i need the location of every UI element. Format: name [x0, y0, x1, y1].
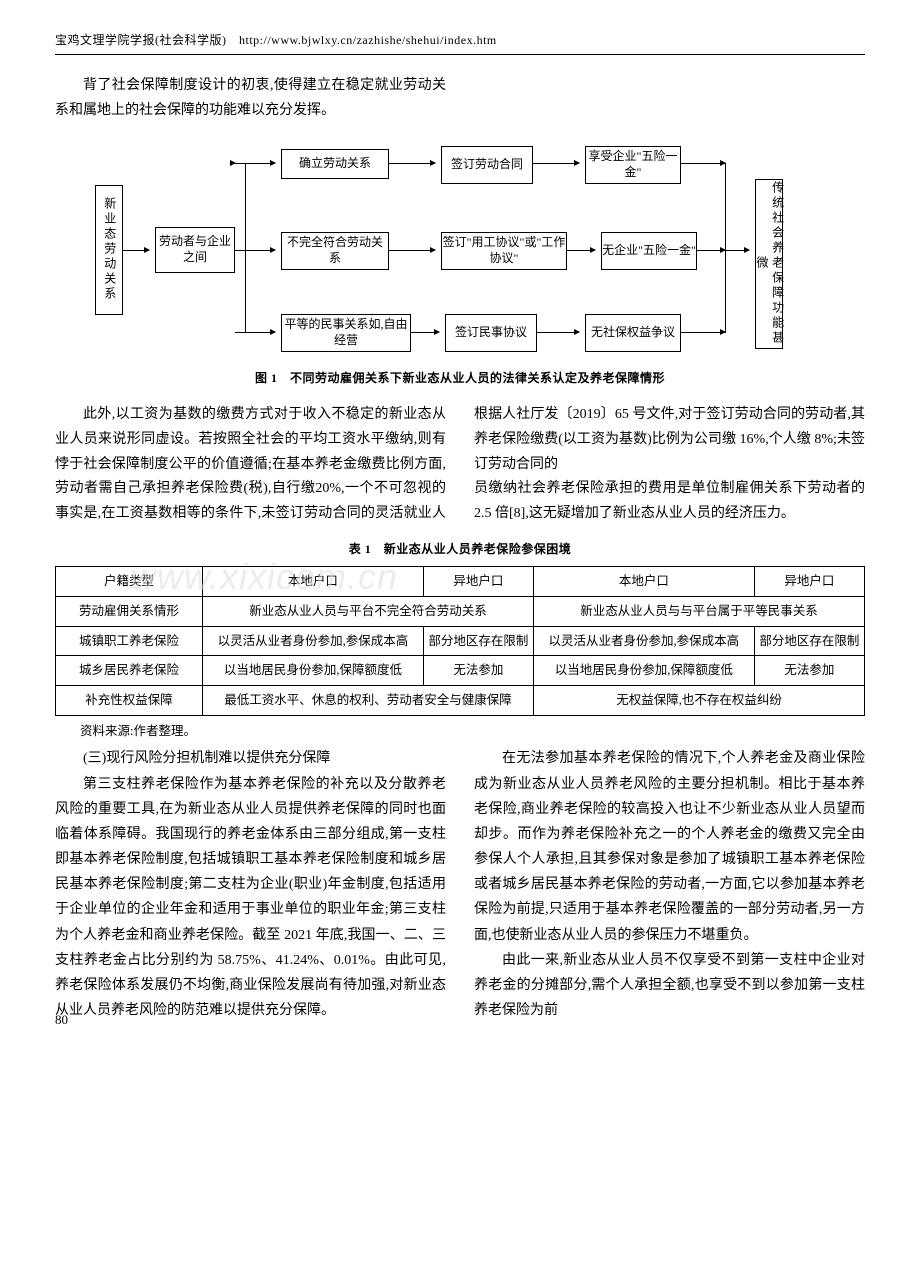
table-row: 户籍类型 本地户口 异地户口 本地户口 异地户口	[56, 567, 865, 597]
flow-row3-a: 平等的民事关系如,自由经营	[281, 314, 411, 352]
para3c: 由此一来,新业态从业人员不仅享受不到第一支柱中企业对养老金的分摊部分,需个人承担…	[474, 948, 865, 1024]
table-row: 补充性权益保障 最低工资水平、休息的权利、劳动者安全与健康保障 无权益保障,也不…	[56, 686, 865, 716]
flow-node-right: 传统社会养老保障功能甚微	[755, 179, 783, 349]
intro-text-right: 分发挥。	[279, 103, 335, 118]
flowchart-figure: 新业态劳动关系 劳动者与企业之间 确立劳动关系 签订劳动合同 享受企业"五险一金…	[55, 137, 865, 362]
cell: 补充性权益保障	[56, 686, 203, 716]
para3a: 第三支柱养老保险作为基本养老保险的补充以及分散养老风险的重要工具,在为新业态从业…	[55, 772, 446, 1024]
cell: 本地户口	[203, 567, 424, 597]
flow-row3-b: 签订民事协议	[445, 314, 537, 352]
paragraph-2: 此外,以工资为基数的缴费方式对于收入不稳定的新业态从业人员来说形同虚设。若按照全…	[55, 402, 865, 478]
cell: 最低工资水平、休息的权利、劳动者安全与健康保障	[203, 686, 534, 716]
journal-header: 宝鸡文理学院学报(社会科学版) http://www.bjwlxy.cn/zaz…	[55, 30, 865, 55]
flow-node-left: 新业态劳动关系	[95, 185, 123, 315]
cell: 劳动雇佣关系情形	[56, 596, 203, 626]
cell: 无权益保障,也不存在权益纠纷	[534, 686, 865, 716]
cell: 以当地居民身份参加,保障额度低	[534, 656, 755, 686]
flow-node-middle-label: 劳动者与企业之间	[155, 227, 235, 273]
table-row: 劳动雇佣关系情形 新业态从业人员与平台不完全符合劳动关系 新业态从业人员与与平台…	[56, 596, 865, 626]
figure-caption: 图 1 不同劳动雇佣关系下新业态从业人员的法律关系认定及养老保障情形	[55, 368, 865, 390]
cell: 无法参加	[754, 656, 864, 686]
cell: 城镇职工养老保险	[56, 626, 203, 656]
intro-text-left: 背了社会保障制度设计的初衷,使得建立在稳定就业劳动关系和属地上的社会保障的功能难…	[55, 78, 446, 118]
cell: 以灵活从业者身份参加,参保成本高	[203, 626, 424, 656]
table-source: 资料来源:作者整理。	[55, 720, 865, 743]
cell: 本地户口	[534, 567, 755, 597]
cell: 异地户口	[754, 567, 864, 597]
flow-row3-c: 无社保权益争议	[585, 314, 681, 352]
cell: 新业态从业人员与与平台属于平等民事关系	[534, 596, 865, 626]
flow-row2-b: 签订"用工协议"或"工作协议"	[441, 232, 567, 270]
para3b: 在无法参加基本养老保险的情况下,个人养老金及商业保险成为新业态从业人员养老风险的…	[474, 746, 865, 948]
table-row: 城镇职工养老保险 以灵活从业者身份参加,参保成本高 部分地区存在限制 以灵活从业…	[56, 626, 865, 656]
flow-row1-b: 签订劳动合同	[441, 146, 533, 184]
cell: 部分地区存在限制	[754, 626, 864, 656]
section-3: (三)现行风险分担机制难以提供充分保障 第三支柱养老保险作为基本养老保险的补充以…	[55, 746, 865, 1023]
flow-row1-c: 享受企业"五险一金"	[585, 146, 681, 184]
cell: 部分地区存在限制	[423, 626, 533, 656]
subsection-title: (三)现行风险分担机制难以提供充分保障	[55, 746, 446, 771]
cell: 以当地居民身份参加,保障额度低	[203, 656, 424, 686]
para2-right-text: 劳动者需自己承担养老保险费(税),自行缴20%,一个不可忽视的事实是,在工资基数…	[55, 476, 865, 526]
cell: 异地户口	[423, 567, 533, 597]
flow-row2-a: 不完全符合劳动关系	[281, 232, 389, 270]
table-caption: 表 1 新业态从业人员养老保险参保困境	[55, 539, 865, 561]
cell: 以灵活从业者身份参加,参保成本高	[534, 626, 755, 656]
cell: 无法参加	[423, 656, 533, 686]
flow-row2-c: 无企业"五险一金"	[601, 232, 697, 270]
table-row: 城乡居民养老保险 以当地居民身份参加,保障额度低 无法参加 以当地居民身份参加,…	[56, 656, 865, 686]
cell: 城乡居民养老保险	[56, 656, 203, 686]
cell: 新业态从业人员与平台不完全符合劳动关系	[203, 596, 534, 626]
para2-left: 此外,以工资为基数的缴费方式对于收入不稳定的新业态从业人员来说形同虚设。若按照全…	[55, 407, 865, 472]
intro-paragraph: 背了社会保障制度设计的初衷,使得建立在稳定就业劳动关系和属地上的社会保障的功能难…	[55, 73, 865, 123]
page-number: 80	[55, 1008, 68, 1031]
cell: 户籍类型	[56, 567, 203, 597]
data-table: 户籍类型 本地户口 异地户口 本地户口 异地户口 劳动雇佣关系情形 新业态从业人…	[55, 566, 865, 716]
flow-row1-a: 确立劳动关系	[281, 149, 389, 179]
